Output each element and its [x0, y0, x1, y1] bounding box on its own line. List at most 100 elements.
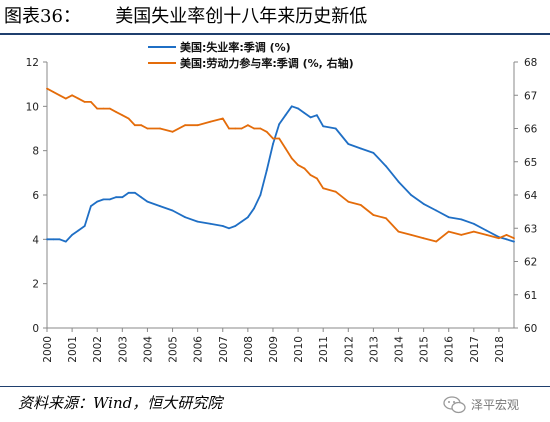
x-tick-label: 2000 [42, 336, 54, 363]
data-point [422, 237, 425, 240]
watermark: 泽平宏观 [443, 394, 547, 416]
y-right-tick-label: 61 [524, 290, 537, 302]
data-point [422, 203, 425, 205]
data-point [447, 230, 450, 233]
data-point [115, 196, 117, 199]
y-left-tick-label: 10 [26, 101, 39, 113]
data-point [58, 94, 61, 97]
data-point [498, 237, 500, 240]
y-left-tick-label: 2 [32, 279, 39, 291]
y-right-tick-label: 67 [524, 90, 537, 102]
data-point [52, 91, 55, 93]
data-point [221, 225, 224, 227]
data-point [64, 97, 67, 100]
data-point [447, 216, 450, 219]
data-point [240, 127, 243, 130]
x-tick-label: 2012 [343, 336, 355, 363]
data-point [253, 207, 256, 210]
data-point [316, 114, 318, 117]
data-point [505, 238, 508, 241]
data-point [121, 114, 124, 117]
data-point [159, 127, 161, 130]
data-point [77, 229, 80, 232]
data-point [77, 97, 80, 100]
series-layer [46, 87, 515, 243]
data-point [513, 240, 515, 243]
data-point [83, 225, 86, 227]
x-tick-label: 2017 [469, 336, 481, 363]
y-right-tick-label: 68 [524, 57, 537, 69]
data-point [259, 127, 262, 130]
data-point [322, 125, 325, 128]
data-point [247, 216, 249, 219]
data-point [240, 220, 243, 223]
data-point [513, 237, 515, 240]
data-point [171, 209, 174, 212]
data-point [221, 117, 224, 120]
data-point [46, 238, 48, 241]
data-point [297, 107, 299, 110]
y-left-tick-label: 12 [26, 57, 39, 69]
data-point [385, 165, 387, 168]
data-point [272, 143, 274, 145]
data-point [485, 229, 488, 232]
data-point [52, 238, 55, 241]
data-point [397, 230, 400, 233]
data-point [58, 238, 61, 241]
data-point [435, 240, 438, 243]
data-point [171, 130, 174, 133]
source-rule [0, 386, 550, 387]
data-point [397, 180, 400, 183]
data-point [83, 101, 86, 103]
data-point [435, 209, 438, 212]
y-left-tick-label: 0 [32, 323, 39, 335]
data-point [71, 94, 73, 97]
x-tick-label: 2001 [67, 336, 79, 363]
data-point [247, 124, 249, 127]
data-point [284, 147, 287, 150]
data-point [309, 174, 312, 177]
y-right-tick-label: 60 [524, 323, 537, 335]
x-tick-label: 2016 [444, 336, 456, 363]
data-point [385, 217, 387, 220]
data-point [96, 107, 99, 110]
title-rule [0, 33, 550, 35]
data-point [115, 111, 117, 113]
source-note: 资料来源：Wind，恒大研究院 [18, 394, 223, 412]
y-right-tick-label: 63 [524, 223, 537, 235]
data-point [253, 127, 256, 130]
series-line-0 [47, 105, 515, 243]
data-point [359, 204, 362, 206]
data-point [102, 107, 105, 110]
data-point [505, 234, 508, 236]
x-tick-label: 2005 [168, 336, 180, 363]
data-point [146, 127, 149, 130]
data-point [228, 127, 230, 130]
x-tick-label: 2006 [193, 336, 205, 363]
chart-legend: 美国:失业率:季调 (%) 美国:劳动力参与率:季调 (%, 右轴) [148, 40, 354, 70]
data-point [372, 214, 375, 216]
y-right-tick-label: 66 [524, 124, 538, 136]
data-point [410, 194, 412, 196]
data-point [108, 107, 111, 110]
data-point [290, 157, 293, 160]
figure-title: 图表36： 美国失业率创十八年来历史新低 [4, 6, 368, 27]
data-point [278, 137, 281, 140]
data-point [90, 205, 92, 208]
data-point [359, 147, 362, 150]
data-point [460, 234, 463, 236]
x-tick-label: 2011 [318, 336, 330, 363]
y-left-tick-label: 4 [32, 234, 39, 246]
data-point [90, 101, 92, 103]
data-point [196, 124, 199, 127]
series-line-1 [46, 87, 515, 243]
x-tick-label: 2002 [92, 336, 104, 363]
data-point [265, 130, 268, 133]
data-point [209, 222, 212, 225]
x-tick-label: 2013 [368, 336, 380, 363]
data-point [278, 123, 281, 125]
data-point [309, 116, 312, 119]
data-point [184, 124, 187, 127]
data-point [140, 196, 143, 199]
